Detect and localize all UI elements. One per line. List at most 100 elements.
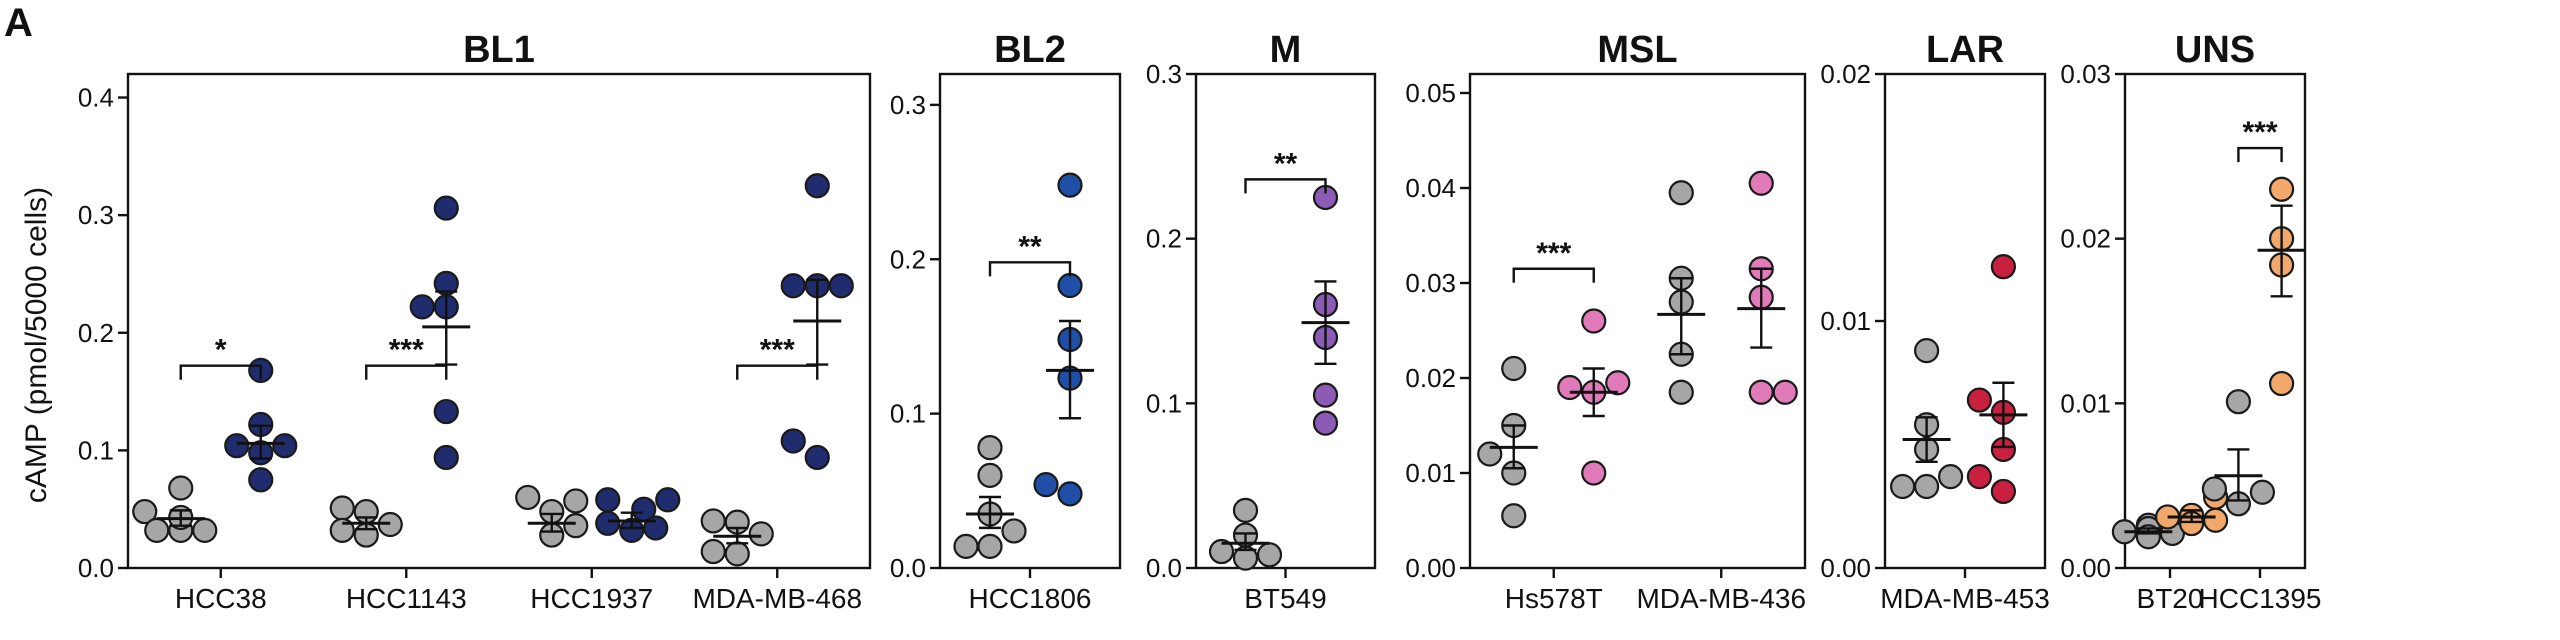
control-point	[955, 535, 978, 558]
control-point	[1891, 475, 1914, 498]
category-label: HCC1806	[969, 583, 1092, 614]
chart-panel-bl2: BL20.00.10.20.3HCC1806**	[890, 29, 1120, 614]
treated-point	[435, 400, 458, 423]
y-tick-label: 0.05	[1405, 78, 1456, 108]
category-label: BT20	[2137, 583, 2204, 614]
treated-point	[1035, 473, 1058, 496]
treated-point	[656, 488, 679, 511]
chart-panel-msl: MSL0.000.010.020.030.040.05Hs578T***MDA-…	[1405, 29, 1806, 614]
y-tick-label: 0.03	[1405, 268, 1456, 298]
control-point	[1670, 181, 1693, 204]
category-label: MDA-MB-453	[1880, 583, 2050, 614]
y-tick-label: 0.1	[78, 435, 114, 465]
significance-label: **	[1018, 230, 1042, 263]
significance-bracket	[737, 366, 817, 380]
group-bt549: BT549 **	[1210, 147, 1350, 614]
control-point	[1258, 543, 1281, 566]
significance-bracket	[1246, 179, 1326, 193]
control-point	[193, 519, 216, 542]
significance-bracket	[990, 262, 1070, 276]
treated-point	[1059, 482, 1082, 505]
treated-point	[1314, 384, 1337, 407]
treated-point	[249, 468, 272, 491]
treated-point	[830, 274, 853, 297]
plot-frame	[128, 74, 870, 568]
group-hcc1937: HCC1937	[516, 486, 679, 614]
control-point	[702, 540, 725, 563]
control-point	[169, 477, 192, 500]
control-point	[1915, 475, 1938, 498]
group-mda-mb-436: MDA-MB-436	[1636, 172, 1806, 614]
group-mda-mb-468: MDA-MB-468***	[692, 174, 862, 614]
control-point	[516, 486, 539, 509]
chart-panel-bl1: BL10.00.10.20.30.4HCC38*HCC1143***HCC193…	[78, 29, 870, 614]
treated-point	[1558, 376, 1581, 399]
control-point	[2251, 481, 2274, 504]
control-point	[1670, 381, 1693, 404]
y-tick-label: 0.04	[1405, 173, 1456, 203]
treated-point	[2270, 372, 2293, 395]
control-point	[564, 514, 587, 537]
panel-title: UNS	[2175, 29, 2255, 71]
group-hcc1143: HCC1143 ***	[331, 197, 471, 614]
treated-point	[806, 174, 829, 197]
category-label: Hs578T	[1505, 583, 1603, 614]
control-point	[145, 519, 168, 542]
y-tick-label: 0.02	[1820, 59, 1871, 89]
treated-point	[596, 512, 619, 535]
treated-point	[1774, 381, 1797, 404]
control-point	[1502, 357, 1525, 380]
significance-bracket	[1514, 269, 1594, 283]
category-label: HCC1143	[346, 583, 467, 614]
significance-label: **	[1274, 147, 1298, 180]
y-tick-label: 0.2	[78, 318, 114, 348]
treated-point	[1992, 255, 2015, 278]
panel-letter: A	[4, 1, 33, 45]
y-tick-label: 0.3	[890, 90, 926, 120]
chart-panel-lar: LAR 0.00 0.01 0.02 MDA-MB-453	[1820, 29, 2049, 614]
group-hcc1806: HCC1806 **	[955, 174, 1095, 614]
treated-point	[2204, 509, 2227, 532]
y-tick-label: 0.01	[1820, 306, 1871, 336]
chart-panels: BL1 0.0 0.1 0.2 0.3 0.4 HCC38 * HCC1143 *** HCC193…	[78, 29, 2322, 614]
y-tick-label: 0.02	[1405, 363, 1456, 393]
chart-panel-m: M0.00.10.20.3BT549**	[1146, 29, 1375, 614]
category-label: HCC38	[175, 583, 267, 614]
y-tick-label: 0.0	[890, 553, 926, 583]
control-point	[1939, 465, 1962, 488]
treated-point	[596, 488, 619, 511]
significance-bracket	[2238, 148, 2281, 162]
y-tick-label: 0.00	[1820, 553, 1871, 583]
treated-point	[435, 197, 458, 220]
treated-point	[1582, 310, 1605, 333]
y-tick-label: 0.3	[1146, 59, 1182, 89]
group-hcc1395: HCC1395***	[2199, 116, 2322, 614]
category-label: MDA-MB-436	[1636, 583, 1806, 614]
treated-point	[1992, 480, 2015, 503]
control-point	[564, 489, 587, 512]
treated-point	[435, 446, 458, 469]
plot-frame	[1470, 74, 1805, 568]
control-point	[726, 542, 749, 565]
treated-point	[782, 274, 805, 297]
control-point	[702, 509, 725, 532]
significance-label: ***	[389, 334, 424, 367]
significance-bracket	[366, 366, 446, 380]
treated-point	[806, 446, 829, 469]
y-tick-label: 0.3	[78, 200, 114, 230]
significance-label: *	[215, 334, 227, 367]
treated-point	[1314, 412, 1337, 435]
control-point	[1915, 339, 1938, 362]
group-hs578t: Hs578T***	[1478, 237, 1629, 614]
control-point	[750, 522, 773, 545]
treated-point	[1968, 389, 1991, 412]
control-point	[979, 436, 1002, 459]
treated-point	[1968, 465, 1991, 488]
y-tick-label: 0.0	[78, 553, 114, 583]
panel-title: MSL	[1597, 29, 1677, 71]
group-hcc38: HCC38 *	[133, 334, 296, 614]
group-mda-mb-453: MDA-MB-453	[1880, 255, 2050, 614]
treated-point	[273, 434, 296, 457]
treated-point	[2270, 178, 2293, 201]
